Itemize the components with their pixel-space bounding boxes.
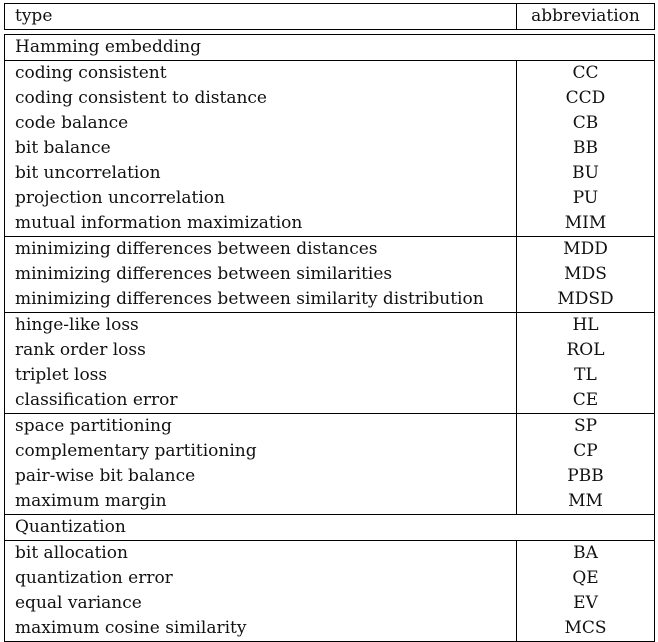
table-body: type abbreviation Hamming embedding codin… [4, 3, 655, 642]
type-cell: space partitioning [4, 413, 517, 439]
abbreviation-table: type abbreviation Hamming embedding codin… [4, 3, 655, 642]
table-row: minimizing differences between similarit… [4, 287, 655, 313]
type-cell: minimizing differences between similarit… [4, 262, 517, 287]
type-cell: maximum cosine similarity [4, 616, 517, 642]
table-row: mutual information maximization MIM [4, 211, 655, 237]
abbreviation-cell: MM [516, 489, 655, 515]
type-cell: bit uncorrelation [4, 161, 517, 186]
table-row: triplet loss TL [4, 363, 655, 388]
type-cell: maximum margin [4, 489, 517, 515]
table-row: complementary partitioning CP [4, 439, 655, 464]
section-title-row: Quantization [4, 514, 655, 541]
abbreviation-cell: HL [516, 312, 655, 338]
type-cell: code balance [4, 111, 517, 136]
abbreviation-cell: TL [516, 363, 655, 388]
table-row: projection uncorrelation PU [4, 186, 655, 211]
abbreviation-cell: CP [516, 439, 655, 464]
abbreviation-cell: BB [516, 136, 655, 161]
table-row: pair-wise bit balance PBB [4, 464, 655, 489]
abbreviation-cell: CE [516, 388, 655, 414]
type-cell: pair-wise bit balance [4, 464, 517, 489]
table-row: classification error CE [4, 388, 655, 414]
abbreviation-cell: MDSD [516, 287, 655, 313]
table-row: bit allocation BA [4, 540, 655, 566]
abbreviation-cell: BU [516, 161, 655, 186]
type-cell: bit allocation [4, 540, 517, 566]
type-cell: bit balance [4, 136, 517, 161]
type-cell: quantization error [4, 566, 517, 591]
abbreviation-cell: MCS [516, 616, 655, 642]
type-cell: minimizing differences between similarit… [4, 287, 517, 313]
table-row: hinge-like loss HL [4, 312, 655, 338]
table-row: coding consistent to distance CCD [4, 86, 655, 111]
header-row: type abbreviation [4, 3, 655, 30]
header-abbreviation: abbreviation [516, 3, 655, 30]
abbreviation-cell: QE [516, 566, 655, 591]
abbreviation-cell: PU [516, 186, 655, 211]
type-cell: coding consistent [4, 60, 517, 86]
section-title: Hamming embedding [4, 34, 655, 61]
type-cell: projection uncorrelation [4, 186, 517, 211]
type-cell: equal variance [4, 591, 517, 616]
abbreviation-cell: MDD [516, 236, 655, 262]
abbreviation-cell: CCD [516, 86, 655, 111]
section-title: Quantization [4, 514, 655, 541]
type-cell: classification error [4, 388, 517, 414]
type-cell: hinge-like loss [4, 312, 517, 338]
abbreviation-cell: MDS [516, 262, 655, 287]
table-row: rank order loss ROL [4, 338, 655, 363]
table-row: code balance CB [4, 111, 655, 136]
section-title-row: Hamming embedding [4, 34, 655, 61]
table-row: coding consistent CC [4, 60, 655, 86]
type-cell: triplet loss [4, 363, 517, 388]
table-row: maximum cosine similarity MCS [4, 616, 655, 642]
abbreviation-cell: ROL [516, 338, 655, 363]
header-type: type [4, 3, 517, 30]
abbreviation-cell: CB [516, 111, 655, 136]
type-cell: minimizing differences between distances [4, 236, 517, 262]
table-row: bit balance BB [4, 136, 655, 161]
abbreviation-cell: EV [516, 591, 655, 616]
abbreviation-cell: SP [516, 413, 655, 439]
type-cell: mutual information maximization [4, 211, 517, 237]
table-row: quantization error QE [4, 566, 655, 591]
type-cell: coding consistent to distance [4, 86, 517, 111]
type-cell: complementary partitioning [4, 439, 517, 464]
abbreviation-cell: CC [516, 60, 655, 86]
table-row: bit uncorrelation BU [4, 161, 655, 186]
table-row: minimizing differences between distances… [4, 236, 655, 262]
table-row: space partitioning SP [4, 413, 655, 439]
table-row: equal variance EV [4, 591, 655, 616]
abbreviation-cell: PBB [516, 464, 655, 489]
type-cell: rank order loss [4, 338, 517, 363]
table-row: minimizing differences between similarit… [4, 262, 655, 287]
abbreviation-cell: MIM [516, 211, 655, 237]
table-row: maximum margin MM [4, 489, 655, 515]
abbreviation-cell: BA [516, 540, 655, 566]
